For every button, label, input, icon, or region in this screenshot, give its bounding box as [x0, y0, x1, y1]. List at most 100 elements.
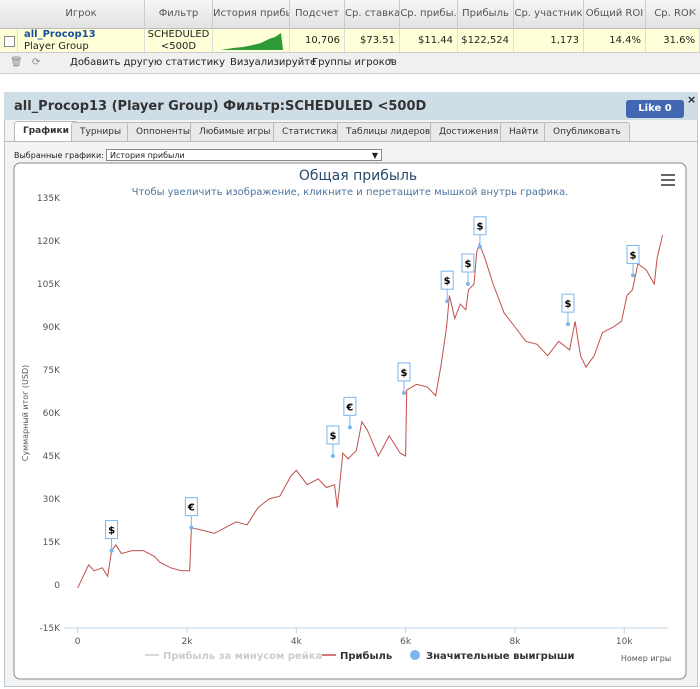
flag: [326, 425, 340, 445]
like-label: Like: [638, 103, 662, 114]
menu-button[interactable]: [661, 174, 675, 186]
flag-label: €: [187, 503, 195, 514]
flag-label: €: [345, 402, 353, 413]
y-tick-label: 135K: [37, 194, 61, 204]
flag: [440, 270, 454, 290]
flag: [561, 293, 575, 313]
dropdown-arrow: ▾: [388, 56, 394, 67]
cell: 1,173: [514, 29, 584, 53]
flag-label: $: [464, 259, 471, 270]
flag-label: $: [329, 431, 336, 442]
cell: $122,524: [458, 29, 514, 53]
cell: 10,706: [290, 29, 345, 53]
player-group: Player Group: [24, 41, 89, 52]
x-tick-label: 0: [75, 637, 81, 647]
flag-label: $: [564, 299, 571, 310]
flag-label: $: [401, 368, 408, 379]
header-cell[interactable]: Ср. участник: [514, 0, 584, 29]
selector-value: История прибыли: [110, 151, 185, 160]
cell: $11.44: [400, 29, 458, 53]
win-point: [477, 244, 482, 249]
icon-refresh[interactable]: ⟳: [32, 57, 41, 68]
toolbar-button[interactable]: Группы игроков: [312, 57, 397, 68]
toolbar-button[interactable]: Добавить другую статистику: [70, 57, 226, 68]
like-button[interactable]: Like 0: [626, 100, 684, 118]
significant-win: $: [440, 270, 454, 304]
win-point: [347, 425, 352, 430]
icon-delete[interactable]: 🗑: [10, 57, 23, 68]
legend-item[interactable]: Прибыль за минусом рейка: [145, 650, 322, 662]
cell: 31.6%: [646, 29, 700, 53]
sparkline-cell: [213, 29, 290, 53]
significant-win: $: [461, 253, 475, 286]
checkbox[interactable]: [4, 36, 15, 47]
header-cell[interactable]: История прибы: [213, 0, 290, 29]
toolbar-button[interactable]: Визуализируйте: [230, 57, 317, 68]
win-point: [445, 299, 450, 304]
header-cell[interactable]: Прибыль: [458, 0, 514, 29]
header-cell[interactable]: Общий ROI: [584, 0, 646, 29]
x-tick-label: 8k: [509, 637, 521, 647]
sparkline-area: [221, 33, 283, 50]
header-cell[interactable]: Игрок: [18, 0, 145, 29]
significant-win: $: [397, 362, 411, 395]
close-button[interactable]: ✕: [688, 6, 698, 19]
chart-selector[interactable]: История прибыли ▼: [106, 149, 382, 161]
x-tick-label: 10k: [616, 637, 633, 647]
y-tick-label: 90K: [43, 323, 61, 333]
x-axis-label: Номер игры: [621, 654, 671, 663]
legend-label: Значительные выигрыши: [426, 651, 575, 662]
tabs-line: [4, 141, 698, 142]
win-point: [565, 322, 570, 327]
menu-bar: [661, 174, 675, 176]
legend-label: Прибыль за минусом рейка: [163, 650, 322, 662]
y-tick-label: 105K: [37, 280, 61, 290]
y-tick-label: 120K: [37, 237, 61, 247]
cell: 14.4%: [584, 29, 646, 53]
significant-win: €: [343, 396, 357, 430]
panel-close[interactable]: ×: [687, 93, 697, 106]
y-tick-label: 15K: [43, 538, 61, 548]
win-point: [401, 390, 406, 395]
chart-subtitle: Чтобы увеличить изображение, кликните и …: [132, 187, 569, 198]
significant-win: $: [326, 425, 340, 458]
y-tick-label: 30K: [43, 495, 61, 505]
significant-win: $: [626, 244, 640, 278]
win-point: [465, 282, 470, 286]
flag: [626, 244, 640, 264]
flag: [473, 216, 487, 236]
header-cell[interactable]: Ср. ставка: [345, 0, 400, 29]
menu-bar: [661, 184, 675, 186]
y-axis-label: Суммарный итог (USD): [21, 365, 30, 462]
flag: [105, 520, 119, 540]
y-tick-label: 0: [54, 581, 60, 591]
win-point: [631, 273, 636, 278]
selector-arrow: ▼: [371, 151, 378, 160]
y-tick-label: -15K: [39, 624, 61, 634]
header-cell[interactable]: Подсчет: [290, 0, 345, 29]
x-tick-label: 2k: [182, 637, 194, 647]
significant-win: $: [105, 520, 119, 553]
flag: [343, 396, 357, 416]
panel-header: [4, 92, 698, 120]
profit-line: [77, 235, 663, 589]
legend-item[interactable]: Значительные выигрыши: [410, 650, 575, 662]
flag-label: $: [444, 276, 451, 287]
row-checkbox-cell: [0, 29, 18, 53]
significant-win: €: [184, 497, 198, 530]
win-point: [189, 525, 194, 530]
x-tick-label: 6k: [400, 637, 412, 647]
panel-title: all_Procop13 (Player Group) Фильтр:SCHED…: [14, 99, 427, 114]
player-link[interactable]: all_Procop13: [24, 29, 96, 40]
tab[interactable]: Опубликовать: [544, 122, 630, 141]
player-cell: all_Procop13 Player Group: [18, 29, 145, 53]
y-tick-label: 60K: [43, 409, 61, 419]
header-cell[interactable]: Фильтр: [145, 0, 213, 29]
x-tick-label: 4k: [291, 637, 303, 647]
header-cell[interactable]: Ср. прибы.: [400, 0, 458, 29]
y-tick-label: 75K: [43, 366, 61, 376]
legend-item[interactable]: Прибыль: [322, 650, 392, 662]
flag-label: $: [630, 250, 637, 261]
header-cell[interactable]: Ср. ROI: [646, 0, 700, 29]
